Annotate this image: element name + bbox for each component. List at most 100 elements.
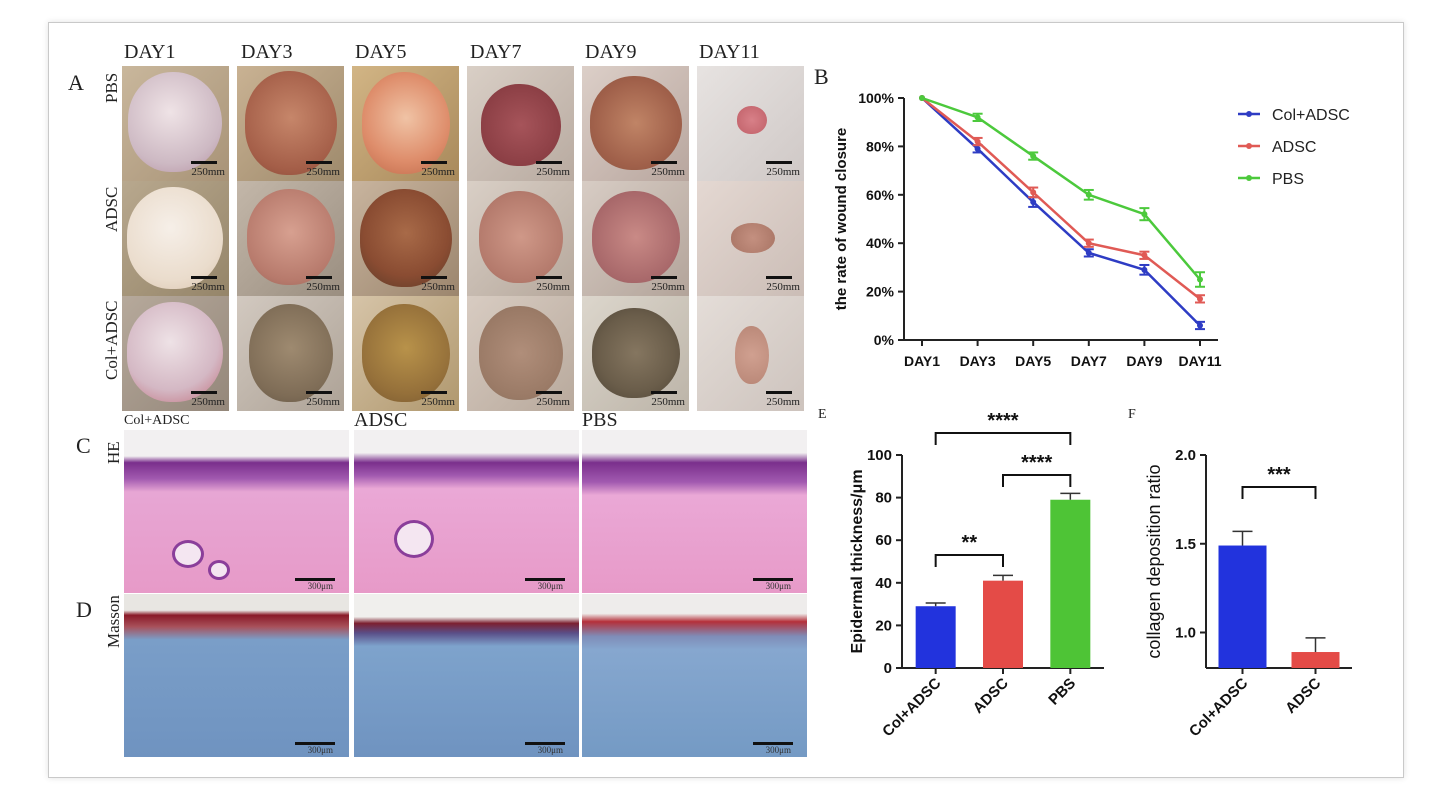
significance-bracket <box>1002 474 1072 487</box>
series-line <box>921 97 1201 300</box>
row-label-masson: Masson <box>104 595 123 648</box>
x-tick-label: Col+ADSC <box>879 675 944 740</box>
x-tick-label: DAY9 <box>1126 353 1162 369</box>
y-tick-label: 0 <box>884 660 892 677</box>
data-point <box>1085 240 1092 247</box>
wound-photo: 250mm <box>237 296 344 411</box>
he-image: 300μm <box>124 430 349 593</box>
wound-photo: 250mm <box>582 181 689 296</box>
bar <box>915 606 956 668</box>
series-line <box>921 97 1201 327</box>
significance-bracket <box>934 432 1072 445</box>
histo-col-title: PBS <box>582 409 618 431</box>
x-tick-label: DAY7 <box>1071 353 1107 369</box>
legend-label: PBS <box>1272 171 1304 188</box>
data-point <box>1085 191 1092 198</box>
wound-photo: 250mm <box>237 181 344 296</box>
wound-photo: 250mm <box>697 66 804 181</box>
masson-image: 300μm <box>582 594 807 757</box>
panel-letter-b: B <box>814 64 829 89</box>
wound-photo: 250mm <box>582 66 689 181</box>
significance-stars: **** <box>987 410 1018 432</box>
wound-photo: 250mm <box>467 181 574 296</box>
data-point <box>1141 211 1148 218</box>
x-tick-label: PBS <box>1045 675 1079 709</box>
row-label-pbs: PBS <box>102 72 121 103</box>
day-label: DAY7 <box>470 41 522 63</box>
masson-image: 300μm <box>354 594 579 757</box>
panel-letter-a: A <box>68 70 84 95</box>
data-point <box>1030 189 1037 196</box>
panel-letter-e: E <box>818 407 827 422</box>
x-tick-label: ADSC <box>1282 675 1324 717</box>
significance-bracket <box>1241 486 1317 499</box>
wound-photo: 250mm <box>697 296 804 411</box>
he-image: 300μm <box>582 430 807 593</box>
wound-photo: 250mm <box>467 296 574 411</box>
wound-photo: 250mm <box>352 296 459 411</box>
wound-photo: 250mm <box>582 296 689 411</box>
y-tick-label: 20% <box>866 284 895 300</box>
day-label: DAY3 <box>241 41 293 63</box>
significance-stars: *** <box>1267 464 1291 486</box>
significance-stars: ** <box>962 532 978 554</box>
y-tick-label: 20 <box>875 617 892 634</box>
wound-photo: 250mm <box>122 181 229 296</box>
x-tick-label: ADSC <box>970 675 1012 717</box>
panel-letter-d: D <box>76 597 92 622</box>
row-label-col-adsc: Col+ADSC <box>102 300 121 381</box>
y-tick-label: 80% <box>866 138 895 154</box>
data-point <box>1197 295 1203 302</box>
data-point <box>1197 322 1203 329</box>
row-label-adsc: ADSC <box>102 186 121 232</box>
wound-photo: 250mm <box>122 296 229 411</box>
y-axis-label: Epidermal thickness/μm <box>849 469 866 653</box>
he-image: 300μm <box>354 430 579 593</box>
y-tick-label: 80 <box>875 490 892 507</box>
significance-stars: **** <box>1021 452 1052 474</box>
y-tick-label: 1.0 <box>1175 625 1196 642</box>
y-tick-label: 60 <box>875 532 892 549</box>
bar <box>1218 545 1267 668</box>
y-axis-label: the rate of wound closure <box>833 128 850 311</box>
data-point <box>974 145 981 152</box>
series-line <box>921 96 1201 281</box>
wound-photo: 250mm <box>467 66 574 181</box>
panel-letter-c: C <box>76 433 91 458</box>
day-label: DAY5 <box>355 41 407 63</box>
data-point <box>919 95 925 101</box>
y-tick-label: 40% <box>866 235 895 251</box>
y-tick-label: 2.0 <box>1175 447 1196 464</box>
data-point <box>1197 276 1203 283</box>
wound-closure-chart: 0% 20% 40% 60% 80% 100% DAY1 DAY3 DAY5 DAY7 DAY9 DA… <box>833 90 1350 369</box>
wound-photo: 250mm <box>352 181 459 296</box>
masson-image: 300μm <box>124 594 349 757</box>
wound-photo: 250mm <box>122 66 229 181</box>
histo-col-title: Col+ADSC <box>124 413 190 428</box>
panel-letter-f: F <box>1128 407 1136 422</box>
collagen-ratio-chart: 1.0 1.5 2.0 collagen deposition ratio Col+AD… <box>1144 447 1352 740</box>
y-tick-label: 1.5 <box>1175 536 1196 553</box>
bar <box>1291 652 1340 668</box>
data-point <box>1141 266 1148 273</box>
bar <box>1050 499 1091 668</box>
day-label: DAY11 <box>699 41 760 63</box>
data-point <box>1030 199 1037 206</box>
bar <box>983 580 1023 668</box>
y-tick-label: 40 <box>875 575 892 592</box>
histo-col-title: ADSC <box>354 409 408 431</box>
x-tick-label: DAY11 <box>1178 353 1221 369</box>
x-tick-label: DAY5 <box>1015 353 1051 369</box>
wound-photo: 250mm <box>352 66 459 181</box>
data-point <box>1085 249 1092 256</box>
significance-bracket <box>934 554 1004 567</box>
data-point <box>974 138 981 145</box>
y-tick-label: 100% <box>858 90 894 106</box>
legend-marker <box>1246 143 1252 149</box>
y-axis-label: collagen deposition ratio <box>1144 464 1164 658</box>
legend-marker <box>1246 175 1252 181</box>
data-point <box>1141 252 1148 259</box>
day-label: DAY9 <box>585 41 637 63</box>
x-tick-label: Col+ADSC <box>1186 675 1251 740</box>
